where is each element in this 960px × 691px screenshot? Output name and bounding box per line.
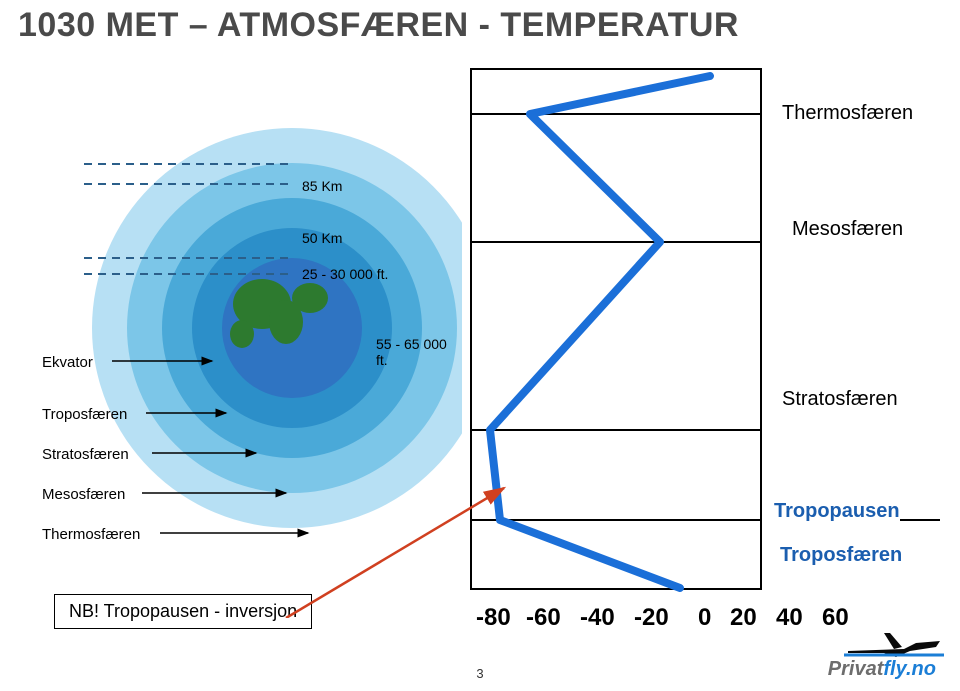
brand-part3: .no [906, 658, 936, 680]
x-tick: -20 [634, 604, 669, 632]
temp-line [490, 76, 710, 588]
layer-label: Stratosfæren [42, 446, 129, 463]
altitude-label: 55 - 65 000 ft. [376, 336, 462, 368]
temperature-profile: Thermosfæren Mesosfæren Stratosfæren Tropop… [470, 68, 946, 608]
atmosphere-layer-label: Tropopausen [774, 500, 900, 523]
x-tick: -40 [580, 604, 615, 632]
layer-label: Mesosfæren [42, 486, 125, 503]
brand-logo: Privatfly.no [828, 658, 936, 681]
brand-part1: Privat [828, 658, 884, 680]
page-title: 1030 MET – ATMOSFÆREN - TEMPERATUR [18, 6, 739, 45]
x-tick: -60 [526, 604, 561, 632]
atmosphere-layer-label: Troposfæren [780, 544, 902, 567]
altitude-label: 50 Km [302, 230, 342, 246]
note-arrow [280, 478, 520, 618]
plane-icon [844, 627, 944, 657]
page-number: 3 [476, 666, 483, 681]
altitude-label: 85 Km [302, 178, 342, 194]
atmosphere-layer-label: Stratosfæren [782, 388, 898, 411]
layer-label: Troposfæren [42, 406, 127, 423]
x-tick: 40 [776, 604, 803, 632]
layer-label: Ekvator [42, 354, 93, 371]
atmosphere-layer-label: Thermosfæren [782, 102, 913, 125]
brand-part2: fly [883, 658, 906, 680]
altitude-label: 25 - 30 000 ft. [302, 266, 388, 282]
x-tick: 20 [730, 604, 757, 632]
x-tick: 0 [698, 604, 711, 632]
layer-label: Thermosfæren [42, 526, 140, 543]
atmosphere-layer-label: Mesosfæren [792, 218, 903, 241]
note-box: NB! Tropopausen - inversjon [54, 594, 312, 629]
